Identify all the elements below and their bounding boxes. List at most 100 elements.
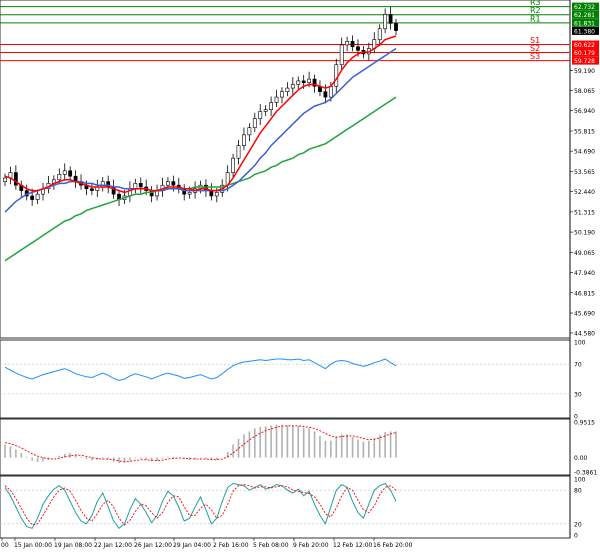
price-tick-label: 50.190 — [574, 230, 595, 237]
rsi-tick-label: 100 — [574, 340, 586, 347]
candle-body — [138, 183, 143, 188]
price-tick-label: 49.065 — [574, 250, 595, 257]
time-tick-label: 12 Feb 12:00 — [333, 542, 373, 549]
stoch-tick-label: 20 — [574, 521, 582, 528]
ma-slow-line — [4, 96, 397, 262]
level-price-tag-s1 — [572, 40, 599, 49]
candle-body — [296, 80, 301, 85]
candle-body — [285, 87, 290, 92]
candle-body — [62, 170, 67, 175]
level-price-r3: 62.732 — [574, 4, 595, 11]
price-tick-label: 51.315 — [574, 209, 595, 216]
candle-body — [377, 28, 382, 40]
macd-tick-label: 0.9515 — [574, 420, 595, 427]
level-label-s2: S2 — [530, 44, 540, 53]
macd-signal-line — [4, 425, 397, 463]
time-tick-label: 15 Jan 00:00 — [14, 542, 52, 549]
price-tick-label: 52.440 — [574, 189, 595, 196]
ma-mid-line — [4, 47, 397, 213]
price-tick-label: 53.565 — [574, 169, 595, 176]
macd-tick-label: 0.00 — [574, 455, 588, 462]
level-price-r2: 62.281 — [574, 12, 595, 19]
candle-body — [345, 41, 350, 46]
candle-body — [252, 118, 257, 128]
level-price-tag-s2 — [572, 48, 599, 57]
macd-panel-frame — [0, 418, 571, 476]
level-price-s1: 60.622 — [574, 42, 595, 49]
candle-body — [3, 177, 7, 182]
candle-body — [334, 64, 339, 87]
candle-body — [269, 102, 273, 110]
price-tick-label: 59.190 — [574, 68, 595, 75]
candle-body — [383, 14, 388, 30]
candle-body — [100, 181, 105, 188]
level-label-s3: S3 — [530, 52, 540, 61]
candle-body — [13, 172, 18, 186]
candle-body — [388, 14, 393, 24]
time-tick-label: 2 Feb 16:00 — [213, 542, 249, 549]
current-price-tag — [572, 26, 599, 35]
time-tick-label: 26 Jan 12:00 — [134, 542, 172, 549]
candle-body — [328, 85, 333, 98]
candle-body — [274, 96, 279, 103]
time-tick-label: 5 Feb 08:00 — [253, 542, 289, 549]
rsi-tick-label: 0 — [574, 414, 578, 421]
price-tick-label: 54.690 — [574, 149, 595, 156]
candle-body — [339, 44, 344, 66]
level-price-tag-r2 — [572, 10, 599, 19]
candle-body — [356, 46, 360, 51]
price-tick-label: 44.580 — [574, 330, 595, 337]
time-tick-label: 9 Feb 20:00 — [293, 542, 329, 549]
candle-body — [166, 181, 170, 186]
candle-body — [301, 80, 306, 84]
stoch-tick-label: 0 — [574, 533, 578, 540]
candle-body — [323, 91, 328, 98]
level-label-r2: R2 — [530, 6, 541, 15]
time-tick-label: 00 — [1, 542, 9, 549]
level-price-tag-r3 — [572, 2, 599, 11]
rsi-line — [4, 358, 397, 382]
stoch-signal-line — [4, 484, 397, 526]
candle-body — [290, 84, 295, 89]
candle-body — [307, 78, 312, 84]
candle-body — [394, 23, 398, 31]
candle-body — [214, 192, 219, 197]
time-tick-label: 22 Jan 12:00 — [94, 542, 132, 549]
level-price-tag-r1 — [572, 18, 599, 27]
rsi-panel-frame — [0, 339, 571, 419]
candle-body — [231, 157, 235, 173]
price-tick-label: 58.065 — [574, 88, 595, 95]
price-tick-label: 47.940 — [574, 270, 595, 277]
macd-tick-label: -0.3861 — [574, 470, 597, 477]
candle-body — [57, 174, 62, 181]
candle-body — [242, 134, 246, 146]
candle-body — [350, 41, 355, 48]
price-tick-label: 56.940 — [574, 108, 595, 115]
time-tick-label: 19 Jan 08:00 — [54, 542, 92, 549]
candle-body — [263, 109, 268, 112]
level-label-s1: S1 — [530, 36, 540, 45]
level-label-r1: R1 — [530, 14, 541, 23]
candle-body — [68, 170, 73, 177]
candle-body — [312, 78, 317, 87]
stoch-main-line — [4, 482, 397, 530]
ma-fast-line — [4, 35, 397, 194]
price-panel-frame — [0, 0, 571, 339]
candle-body — [35, 193, 40, 200]
level-price-s3: 59.728 — [574, 58, 595, 65]
candle-body — [171, 181, 176, 186]
price-tick-label: 55.815 — [574, 128, 595, 135]
time-tick-label: 29 Jan 04:00 — [173, 542, 211, 549]
level-label-r3: R3 — [530, 0, 541, 7]
price-tick-label: 45.690 — [574, 311, 595, 318]
candle-body — [89, 188, 94, 191]
time-tick-label: 16 Feb 20:00 — [373, 542, 413, 549]
candle-body — [280, 91, 284, 98]
rsi-tick-label: 30 — [574, 391, 582, 398]
current-price-label: 61.380 — [574, 28, 595, 35]
level-price-r1: 61.831 — [574, 20, 595, 27]
candle-body — [187, 192, 192, 195]
stoch-tick-label: 100 — [574, 477, 586, 484]
